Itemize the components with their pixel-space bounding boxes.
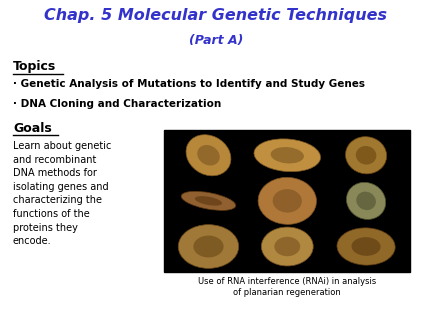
Ellipse shape [274,237,300,256]
Ellipse shape [195,196,222,206]
Text: (Part A): (Part A) [189,34,243,47]
Text: Chap. 5 Molecular Genetic Techniques: Chap. 5 Molecular Genetic Techniques [44,8,388,23]
Ellipse shape [197,145,220,166]
Text: · Genetic Analysis of Mutations to Identify and Study Genes: · Genetic Analysis of Mutations to Ident… [13,79,365,89]
Ellipse shape [356,146,376,165]
Ellipse shape [270,147,304,164]
Ellipse shape [178,225,239,268]
Ellipse shape [254,139,321,172]
Ellipse shape [346,182,386,219]
Ellipse shape [346,137,387,174]
Text: · DNA Cloning and Characterization: · DNA Cloning and Characterization [13,99,221,109]
Ellipse shape [356,191,376,210]
Ellipse shape [261,227,313,266]
Ellipse shape [258,178,317,224]
FancyBboxPatch shape [164,130,410,272]
Ellipse shape [181,191,236,210]
Ellipse shape [337,228,395,265]
Ellipse shape [273,189,302,213]
Text: Topics: Topics [13,60,56,73]
Text: Use of RNA interference (RNAi) in analysis
of planarian regeneration: Use of RNA interference (RNAi) in analys… [198,277,376,297]
Ellipse shape [194,236,224,258]
Ellipse shape [352,237,381,256]
Ellipse shape [186,135,231,176]
Text: Learn about genetic
and recombinant
DNA methods for
isolating genes and
characte: Learn about genetic and recombinant DNA … [13,141,111,246]
Text: Goals: Goals [13,122,52,134]
